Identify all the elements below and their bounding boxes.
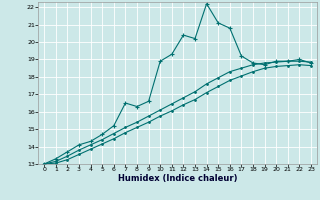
X-axis label: Humidex (Indice chaleur): Humidex (Indice chaleur) xyxy=(118,174,237,183)
